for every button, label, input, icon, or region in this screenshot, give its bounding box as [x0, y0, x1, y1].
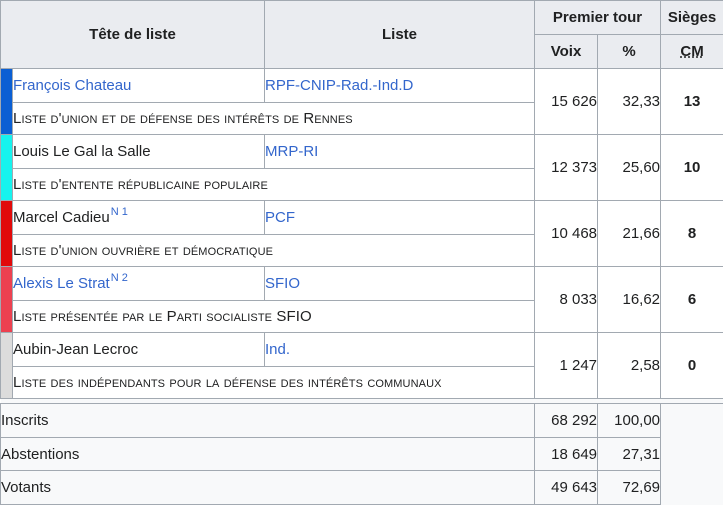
candidate-name: Louis Le Gal la Salle: [13, 143, 151, 160]
footnote-link[interactable]: N 1: [110, 206, 128, 218]
header-votes: Voix: [534, 34, 599, 69]
party-link[interactable]: PCF: [265, 209, 296, 226]
list-name-row: Liste des indépendants pour la défense d…: [1, 366, 723, 399]
party-link[interactable]: RPF-CNIP-Rad.-Ind.D: [265, 77, 414, 94]
cm-abbr: CM: [680, 43, 704, 60]
header-head-of-list: Tête de liste: [0, 0, 266, 69]
party-color-swatch: [0, 266, 13, 333]
votes-cell: 10 468: [534, 200, 599, 267]
candidate-row: Louis Le Gal la Salle MRP-RI 12 373 25,60 10: [0, 134, 723, 201]
seats-cell: 10: [660, 134, 723, 201]
party-cell: RPF-CNIP-Rad.-Ind.D: [264, 68, 536, 103]
party-color-swatch: [0, 68, 13, 135]
header-list: Liste: [264, 0, 536, 69]
stat-votes: 68 292: [534, 403, 599, 438]
header-cm: CM: [660, 34, 723, 69]
percent-cell: 21,66: [597, 200, 662, 267]
candidate-name[interactable]: Alexis Le Strat: [13, 275, 110, 292]
stat-row-abstentions: Abstentions 18 649 27,31: [0, 437, 723, 471]
stat-percent: 27,31: [597, 437, 662, 471]
candidate-name-cell: Alexis Le StratN 2: [11, 266, 266, 301]
stat-percent: 72,69: [597, 470, 662, 505]
list-name: Liste d'union ouvrière et démocratique: [11, 234, 536, 267]
percent-cell: 16,62: [597, 266, 662, 333]
stat-percent: 100,00: [597, 403, 662, 438]
stat-label: Inscrits: [0, 403, 536, 438]
list-name-row: Liste d'entente républicaine populaire: [1, 168, 723, 201]
percent-cell: 25,60: [597, 134, 662, 201]
votes-cell: 15 626: [534, 68, 599, 135]
header-first-round: Premier tour: [534, 0, 662, 35]
party-cell: MRP-RI: [264, 134, 536, 169]
stat-votes: 18 649: [534, 437, 599, 471]
party-cell: PCF: [264, 200, 536, 235]
seats-cell: 6: [660, 266, 723, 333]
stat-row-registered: Inscrits 68 292 100,00: [0, 403, 723, 505]
percent-cell: 2,58: [597, 332, 662, 399]
party-cell: Ind.: [264, 332, 536, 367]
list-name-row: Liste présentée par le Parti socialiste …: [1, 300, 723, 333]
candidate-name: Marcel Cadieu: [13, 209, 110, 226]
stat-row-voters: Votants 49 643 72,69: [0, 470, 723, 505]
candidate-row: Aubin-Jean Lecroc Ind. 1 247 2,58 0: [0, 332, 723, 399]
party-color-swatch: [0, 332, 13, 399]
list-name: Liste des indépendants pour la défense d…: [11, 366, 536, 399]
candidate-name-cell: Aubin-Jean Lecroc: [11, 332, 266, 367]
stat-label: Abstentions: [0, 437, 536, 471]
candidate-name-cell: Louis Le Gal la Salle: [11, 134, 266, 169]
stat-votes: 49 643: [534, 470, 599, 505]
votes-cell: 12 373: [534, 134, 599, 201]
party-link[interactable]: MRP-RI: [265, 143, 319, 160]
list-name: Liste d'union et de défense des intérêts…: [11, 102, 536, 135]
party-color-swatch: [0, 134, 13, 201]
candidate-name-cell: François Chateau: [11, 68, 266, 103]
seats-cell: 13: [660, 68, 723, 135]
list-name: Liste présentée par le Parti socialiste …: [11, 300, 536, 333]
percent-cell: 32,33: [597, 68, 662, 135]
votes-cell: 1 247: [534, 332, 599, 399]
candidate-name[interactable]: François Chateau: [13, 77, 132, 94]
seats-cell: 8: [660, 200, 723, 267]
list-name-row: Liste d'union et de défense des intérêts…: [1, 102, 723, 135]
footnote-link[interactable]: N 2: [110, 272, 128, 284]
party-link[interactable]: SFIO: [265, 275, 301, 292]
candidate-row: Alexis Le StratN 2 SFIO 8 033 16,62 6: [0, 266, 723, 333]
stat-blank-cell: [660, 403, 723, 505]
candidate-row: Marcel CadieuN 1 PCF 10 468 21,66 8: [0, 200, 723, 267]
stat-label: Votants: [0, 470, 536, 505]
candidate-name-cell: Marcel CadieuN 1: [11, 200, 266, 235]
header-percent: %: [597, 34, 662, 69]
party-cell: SFIO: [264, 266, 536, 301]
header-seats: Sièges: [660, 0, 723, 35]
list-name: Liste d'entente républicaine populaire: [11, 168, 536, 201]
party-color-swatch: [0, 200, 13, 267]
candidate-name: Aubin-Jean Lecroc: [13, 341, 139, 358]
party-link[interactable]: Ind.: [265, 341, 291, 358]
seats-cell: 0: [660, 332, 723, 399]
votes-cell: 8 033: [534, 266, 599, 333]
candidate-row: François Chateau RPF-CNIP-Rad.-Ind.D 15 62…: [0, 68, 723, 135]
